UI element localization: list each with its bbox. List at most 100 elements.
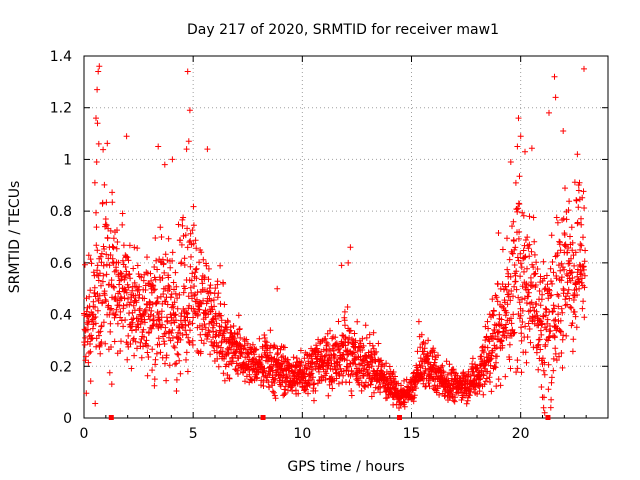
data-point [522,349,529,356]
data-point [577,241,584,248]
data-point [282,390,289,396]
data-point [190,305,197,312]
data-point [91,315,97,322]
data-point [112,312,119,319]
data-point [549,280,556,287]
data-point [312,387,319,394]
data-point [376,379,383,386]
data-point [392,373,398,380]
data-point [144,372,151,379]
data-point [87,341,93,347]
data-point [519,296,525,303]
data-point [536,336,543,343]
data-point [541,275,548,282]
data-point [127,275,134,282]
data-point [147,270,154,277]
data-point [192,269,199,276]
data-point [507,159,514,165]
data-point [486,338,493,345]
data-point [482,337,489,344]
gap-marker [545,415,551,420]
data-point [575,204,582,211]
data-point [568,255,574,262]
data-point [145,343,151,349]
data-point [177,237,184,244]
data-point [153,350,160,357]
data-point [217,262,224,269]
data-point [348,392,355,399]
data-point [103,261,110,268]
data-point [351,330,358,337]
data-point [516,201,523,207]
data-point [579,275,585,282]
data-point [554,250,561,256]
data-point [363,334,370,341]
data-point [96,332,102,339]
data-point [480,391,487,398]
data-point [177,336,184,343]
data-point [126,271,133,277]
gap-marker [260,415,266,420]
data-point [290,354,297,361]
data-point [185,138,192,145]
data-point [499,342,506,349]
data-point [188,289,195,296]
data-point [184,368,191,375]
data-point [517,273,524,280]
data-point [170,279,177,286]
data-point [92,400,99,407]
data-point [122,317,129,323]
data-point [575,187,582,194]
data-point [173,388,180,394]
data-point [149,282,156,288]
y-tick-label: 1.4 [50,49,72,65]
data-point [530,304,536,311]
data-point [97,328,104,335]
data-point [532,282,539,288]
data-point [566,198,573,205]
data-point [498,337,505,344]
data-point [192,237,199,244]
data-point [103,222,110,229]
data-point [509,223,515,230]
data-point [260,383,267,389]
data-point [370,329,377,336]
data-point [129,327,135,334]
data-point [422,340,429,347]
data-point [109,189,116,196]
data-point [542,341,549,348]
data-point [157,349,164,356]
data-point [87,287,94,294]
data-point [303,366,310,373]
data-point [95,277,102,284]
data-point [533,259,540,266]
data-point [557,247,564,254]
data-point [121,276,128,283]
y-tick-label: 0.8 [50,204,72,220]
data-point [493,294,500,301]
data-point [100,262,107,269]
data-point [168,294,174,301]
data-point [172,311,179,318]
data-point [113,306,120,313]
data-point [99,299,106,306]
data-point [238,351,245,357]
data-point [548,379,555,386]
data-point [158,308,165,315]
data-point [561,231,568,238]
data-point [267,349,273,356]
data-point [217,344,224,351]
data-point [538,384,545,390]
data-point [580,298,587,305]
data-point [190,222,197,229]
data-point [435,352,441,359]
data-point [214,355,221,362]
data-point [323,339,330,346]
data-point [107,328,114,335]
data-point [429,353,436,360]
data-point [570,336,577,343]
data-point [183,146,190,153]
data-point [114,227,120,234]
data-point [524,334,531,340]
data-point [128,316,135,323]
